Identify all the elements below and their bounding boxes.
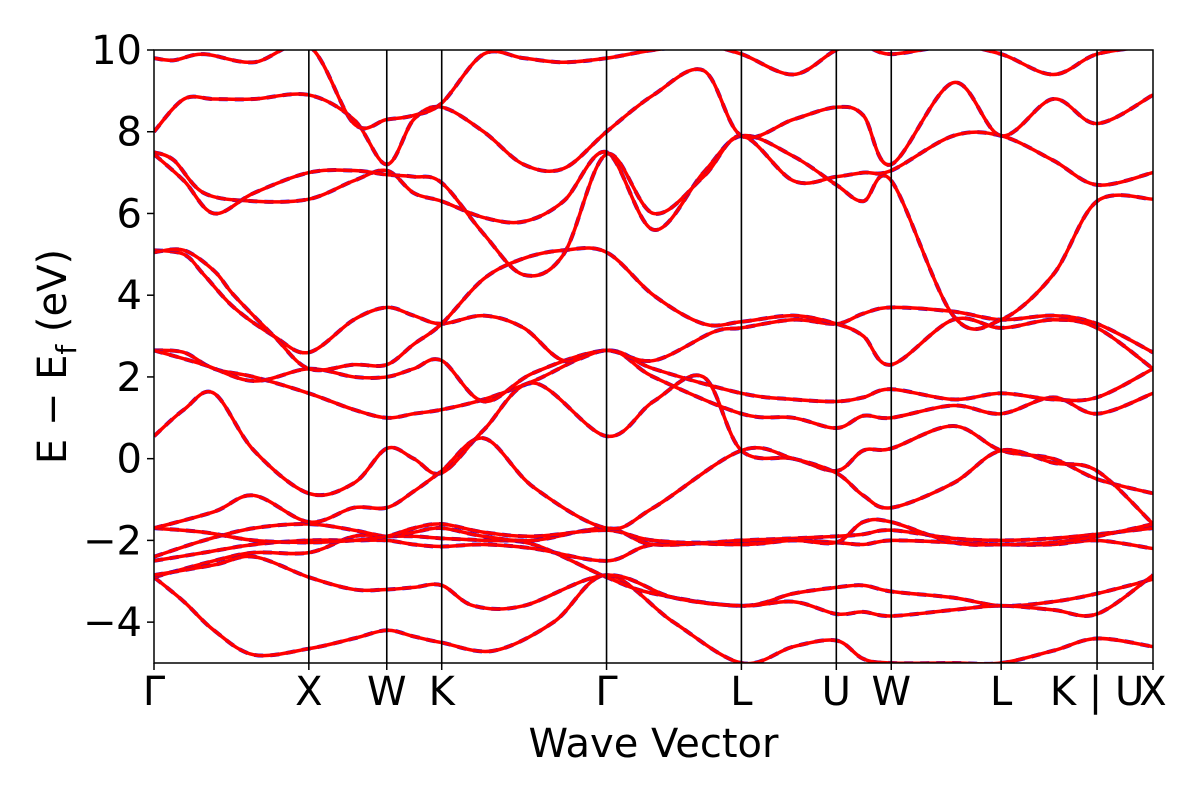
- y-axis-title-prefix: E − E: [30, 355, 76, 465]
- x-axis-title: Wave Vector: [529, 721, 780, 767]
- y-axis-title-suffix: (eV): [30, 249, 76, 345]
- x-tick-label: L: [990, 669, 1013, 715]
- x-tick-label: K: [429, 669, 457, 715]
- plot-frame: [153, 49, 1154, 664]
- x-tick-label: X: [1139, 669, 1166, 715]
- x-tick-label: U: [822, 669, 851, 715]
- kpoint-separators: [308, 50, 1098, 663]
- band-line-blue-13: [154, 130, 1153, 278]
- band-line-red-6: [154, 373, 1153, 497]
- y-tick-label: 2: [117, 355, 142, 401]
- band-line-red-12: [154, 133, 1153, 331]
- x-tick-label: Γ: [143, 669, 166, 715]
- x-tick-label: W: [871, 669, 911, 715]
- band-line-red-7: [154, 436, 1153, 531]
- y-axis-title-subscript: f: [50, 344, 83, 355]
- band-line-red-14: [154, 67, 1153, 173]
- band-line-blue-14: [154, 67, 1153, 174]
- y-tick-label: −2: [83, 518, 142, 564]
- y-axis-title: E − Ef (eV): [30, 249, 83, 464]
- x-tick-label: X: [295, 669, 322, 715]
- band-line-blue-12: [154, 133, 1153, 332]
- y-tick-label: 8: [117, 110, 142, 156]
- y-tick-label: 4: [117, 273, 142, 319]
- y-tick-label: 6: [117, 191, 142, 237]
- x-tick-label: K | U: [1050, 669, 1144, 715]
- x-tick-label: Γ: [595, 669, 618, 715]
- y-tick-label: −4: [83, 600, 142, 646]
- band-line-red-15: [154, 50, 1133, 131]
- band-line-red-2: [154, 554, 1153, 618]
- band-line-red-5: [154, 517, 1153, 547]
- band-line-red-13: [154, 130, 1153, 278]
- x-tick-label: L: [730, 669, 753, 715]
- y-tick-label: 0: [117, 437, 142, 483]
- x-tick-label: W: [367, 669, 407, 715]
- y-tick-label: 10: [91, 28, 142, 74]
- band-line-blue-10: [154, 248, 1153, 364]
- band-line-red-10: [154, 248, 1153, 363]
- y-axis-ticks: −4 −2 0 2 4 6 8 10: [83, 28, 154, 646]
- band-lines: [154, 50, 1153, 663]
- band-line-red-11: [154, 246, 1153, 372]
